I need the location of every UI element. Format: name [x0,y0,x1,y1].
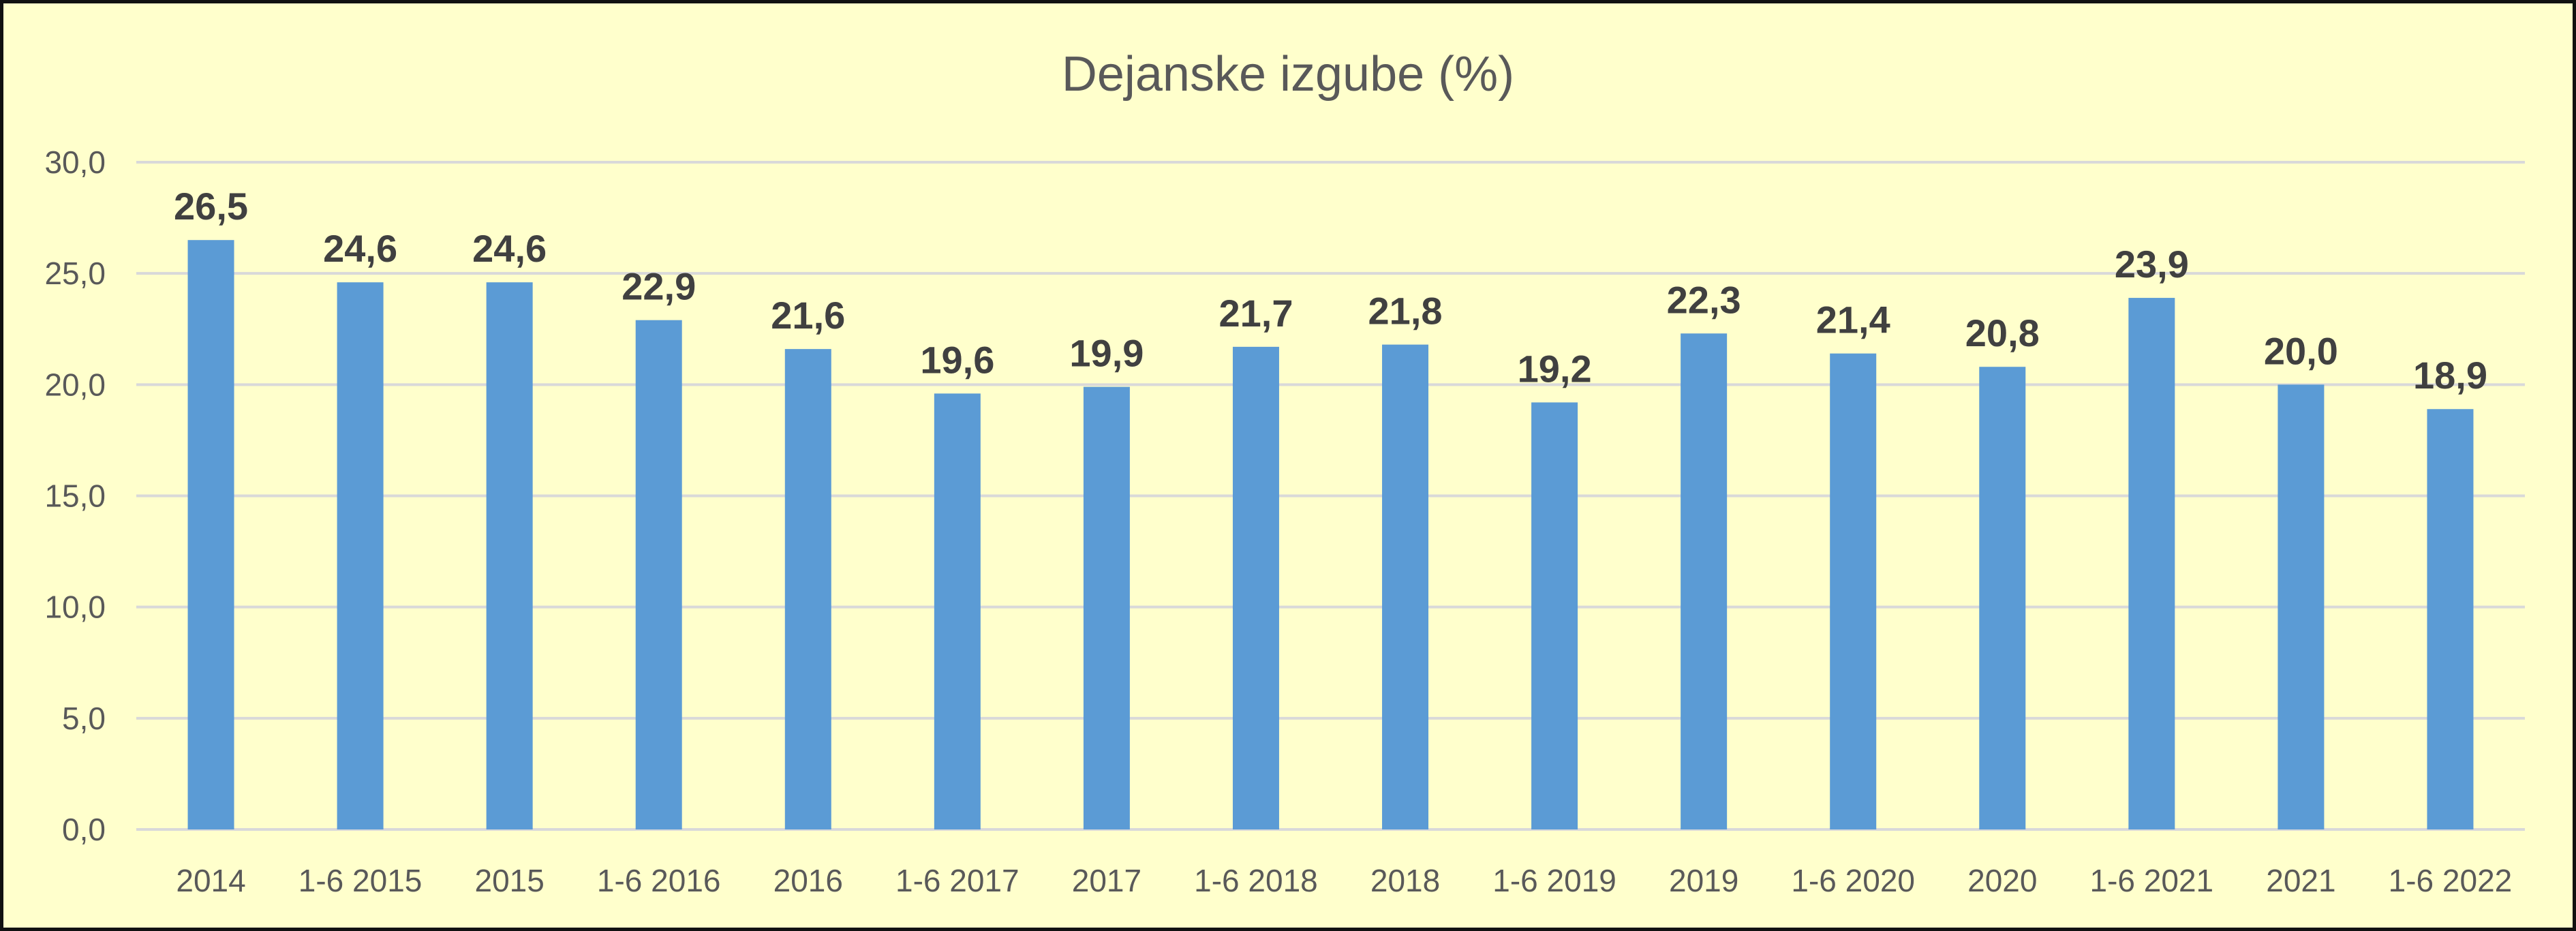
bar [2128,298,2175,829]
data-label: 23,9 [2115,243,2189,286]
x-tick-label: 1-6 2020 [1791,863,1915,898]
x-tick-label: 2015 [474,863,544,898]
data-label: 26,5 [174,185,248,228]
data-label: 21,7 [1218,292,1293,335]
chart-title: Dejanske izgube (%) [1062,47,1514,102]
bar [1232,346,1279,829]
x-tick-label: 2019 [1669,863,1738,898]
data-label: 21,4 [1816,299,1890,341]
x-tick-label: 1-6 2015 [298,863,423,898]
x-tick-label: 1-6 2022 [2389,863,2513,898]
bar [1979,367,2026,829]
y-tick-label: 5,0 [62,701,106,736]
x-tick-label: 1-6 2019 [1492,863,1616,898]
y-axis-ticks: 0,0 5,0 10,0 15,0 20,0 25,0 30,0 [44,144,106,847]
data-label: 21,6 [771,294,845,337]
data-label: 22,3 [1667,278,1741,321]
x-axis-ticks: 2014 1-6 2015 2015 1-6 2016 2016 1-6 2017 2017… [176,863,2512,898]
data-label: 18,9 [2413,354,2487,397]
bar [187,240,234,829]
bar [2278,384,2325,829]
gridlines [136,161,2525,831]
bars [187,240,2474,830]
bar [784,349,831,829]
bar [486,282,533,830]
bar [1681,333,1728,829]
data-label: 24,6 [323,227,397,270]
data-label: 19,6 [920,338,994,381]
y-tick-label: 20,0 [44,367,106,402]
data-label: 21,8 [1368,290,1443,333]
bar [934,393,981,829]
y-tick-label: 10,0 [44,590,106,625]
bar [2427,409,2474,829]
x-tick-label: 2018 [1370,863,1440,898]
data-label: 19,2 [1518,347,1592,390]
x-tick-label: 2014 [176,863,245,898]
y-tick-label: 15,0 [44,478,106,514]
chart-background [3,3,2573,928]
y-tick-label: 30,0 [44,144,106,180]
bar-chart: Dejanske izgube (%) 0,0 5,0 10,0 15,0 20,0 25… [3,3,2573,928]
data-label: 20,0 [2264,329,2338,372]
bar [1830,353,1877,829]
x-tick-label: 2016 [773,863,843,898]
x-tick-label: 1-6 2021 [2090,863,2214,898]
x-tick-label: 1-6 2016 [597,863,721,898]
x-tick-label: 2021 [2266,863,2335,898]
data-label: 20,8 [1965,311,2040,354]
x-tick-label: 2017 [1072,863,1141,898]
y-tick-label: 25,0 [44,256,106,291]
bar [1531,402,1578,829]
data-label: 24,6 [472,227,547,270]
bar [337,282,384,830]
data-labels: 26,5 24,6 24,6 22,9 21,6 19,6 19,9 21,7 21,8 19,2… [174,185,2487,397]
data-label: 19,9 [1069,332,1144,375]
bar [635,320,682,829]
bar [1083,386,1130,829]
x-tick-label: 1-6 2017 [895,863,1019,898]
data-label: 22,9 [622,265,696,308]
x-tick-label: 1-6 2018 [1194,863,1318,898]
x-tick-label: 2020 [1967,863,2037,898]
bar [1382,344,1429,829]
y-tick-label: 0,0 [62,812,106,847]
